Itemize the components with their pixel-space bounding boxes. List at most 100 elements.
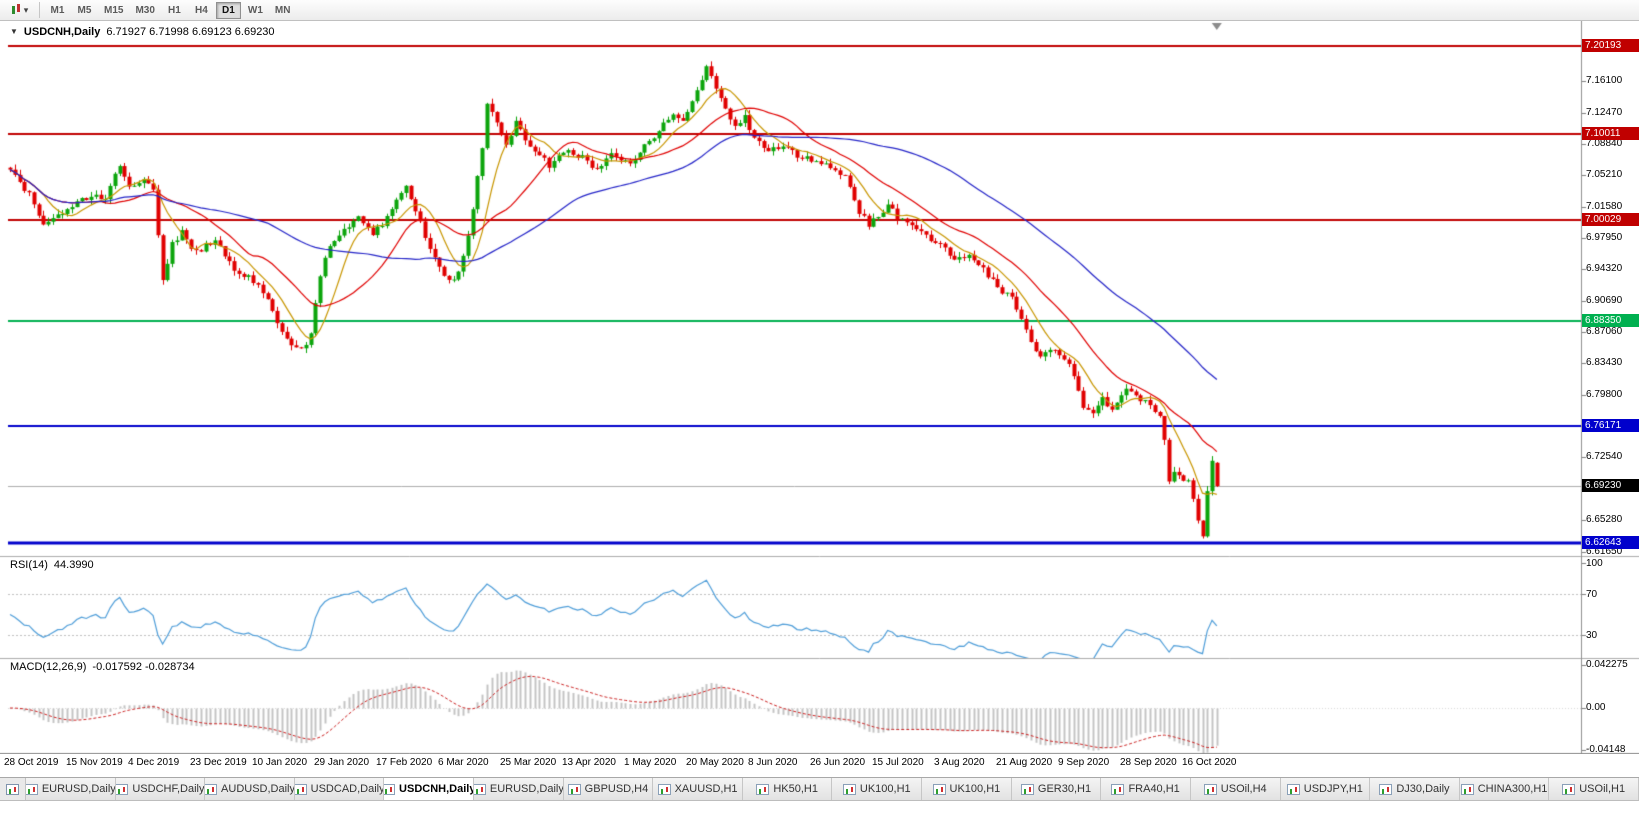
tab-chart-icon (756, 783, 770, 795)
macd-values: -0.017592 -0.028734 (92, 661, 195, 673)
chart-tab-gbpusd-h4[interactable]: GBPUSD,H4 (563, 778, 654, 800)
chart-tab-fra40-h1[interactable]: FRA40,H1 (1101, 778, 1191, 800)
chart-tab-usoil-h1[interactable]: USOil,H1 (1549, 778, 1639, 800)
chart-tab-xauusd-h1[interactable]: XAUUSD,H1 (653, 778, 743, 800)
chart-tab-uk100-h1[interactable]: UK100,H1 (832, 778, 923, 800)
price-axis-label: 7.08840 (1586, 138, 1623, 149)
tab-label: GER30,H1 (1037, 783, 1092, 795)
chart-tab-dj30-daily[interactable]: DJ30,Daily (1370, 778, 1460, 800)
date-axis-label: 28 Sep 2020 (1120, 757, 1177, 768)
tab-chart-icon (115, 783, 129, 795)
date-axis-label: 1 May 2020 (624, 757, 677, 768)
date-axis-label: 17 Feb 2020 (376, 757, 433, 768)
tab-label: USDJPY,H1 (1303, 783, 1363, 795)
timeframe-button-m5[interactable]: M5 (77, 4, 92, 16)
chart-tab-usdcnh-daily[interactable]: USDCNH,Daily (384, 778, 475, 800)
tab-chart-icon (1203, 783, 1217, 795)
tab-label: USOil,H4 (1220, 783, 1267, 795)
timeframe-button-m30[interactable]: M30 (135, 4, 155, 16)
tab-chart-icon (567, 783, 581, 795)
tab-label: DJ30,Daily (1396, 783, 1450, 795)
chart-tab-audusd-daily[interactable]: AUDUSD,Daily (205, 778, 295, 800)
price-axis-label: 6.87060 (1586, 326, 1623, 337)
timeframe-button-h4[interactable]: H4 (195, 4, 208, 16)
rsi-indicator-label: RSI(14) 44.3990 (10, 559, 100, 571)
tab-chart-icon (1111, 783, 1125, 795)
date-axis-label: 10 Jan 2020 (252, 757, 308, 768)
price-axis-label: 6.97950 (1586, 232, 1623, 243)
chart-tab-usdchf-daily[interactable]: USDCHF,Daily (115, 778, 206, 800)
chart-title: USDCNH,Daily 6.71927 6.71998 6.69123 6.6… (10, 26, 275, 38)
chart-tab-hk50-h1[interactable]: HK50,H1 (742, 778, 833, 800)
tab-chart-icon (1020, 783, 1034, 795)
tab-chart-icon (205, 783, 218, 795)
timeframe-toolbar: M1 M5 M15 M30 H1 H4 D1 W1 MN (0, 0, 1639, 21)
ohlc-quote-text: 6.71927 6.71998 6.69123 6.69230 (106, 26, 275, 38)
chart-tab-ger30-h1[interactable]: GER30,H1 (1011, 778, 1102, 800)
chart-tab-eurusd-daily[interactable]: EURUSD,Daily (26, 778, 116, 800)
tab-chart-icon (932, 783, 946, 795)
date-axis-label: 23 Dec 2019 (190, 757, 247, 768)
date-axis-label: 16 Oct 2020 (1182, 757, 1237, 768)
price-axis-label: 7.16100 (1586, 75, 1623, 86)
price-level-badge: 7.20193 (1582, 39, 1639, 52)
toolbar-separator (39, 2, 40, 18)
macd-axis-label: 0.00 (1586, 702, 1606, 713)
tab-label: USDCAD,Daily (310, 783, 385, 795)
date-axis-label: 15 Jul 2020 (872, 757, 924, 768)
timeframe-button-d1[interactable]: D1 (215, 1, 241, 19)
tab-label: EURUSD,Daily (489, 783, 564, 795)
tab-chart-icon (1379, 783, 1393, 795)
price-chart-canvas[interactable] (0, 21, 1639, 754)
macd-indicator-label: MACD(12,26,9) -0.017592 -0.028734 (10, 661, 201, 673)
tab-chart-icon (842, 783, 856, 795)
tab-label: GBPUSD,H4 (584, 783, 649, 795)
current-price-badge: 6.69230 (1582, 479, 1639, 492)
window-bottom-area (0, 802, 1639, 840)
date-axis-label: 21 Aug 2020 (996, 757, 1053, 768)
rsi-axis-label: 100 (1586, 558, 1603, 569)
price-level-badge: 7.00029 (1582, 213, 1639, 226)
tab-chart-icon (294, 783, 307, 795)
tab-label: AUDUSD,Daily (221, 783, 295, 795)
candlestick-chart-icon (10, 4, 22, 16)
tab-label: HK50,H1 (773, 783, 818, 795)
timeframe-button-w1[interactable]: W1 (247, 4, 263, 16)
price-axis-label: 6.90690 (1586, 295, 1623, 306)
macd-axis-label: 0.042275 (1586, 659, 1628, 670)
chart-tab-usdcad-daily[interactable]: USDCAD,Daily (294, 778, 385, 800)
rsi-axis-label: 30 (1586, 630, 1598, 641)
chart-type-dropdown-button[interactable] (3, 1, 35, 19)
macd-axis-label: -0.04148 (1586, 744, 1626, 755)
chart-tab-eurusd-daily[interactable]: EURUSD,Daily (474, 778, 564, 800)
timeframe-buttons-group: M1 M5 M15 M30 H1 H4 D1 W1 MN (44, 1, 296, 19)
tab-label: XAUUSD,H1 (674, 783, 738, 795)
tab-chart-icon (1460, 783, 1474, 795)
date-axis-label: 25 Mar 2020 (500, 757, 557, 768)
date-axis-label: 9 Sep 2020 (1058, 757, 1110, 768)
timeframe-button-m1[interactable]: M1 (50, 4, 65, 16)
chart-tab-usdjpy-h1[interactable]: USDJPY,H1 (1280, 778, 1371, 800)
macd-name: MACD(12,26,9) (10, 661, 87, 673)
timeframe-button-h1[interactable]: H1 (168, 4, 181, 16)
timeframe-button-mn[interactable]: MN (274, 4, 291, 16)
timeframe-button-m15[interactable]: M15 (104, 4, 124, 16)
collapse-arrow-icon[interactable] (10, 27, 18, 37)
price-axis-label: 7.01580 (1586, 201, 1623, 212)
price-level-badge: 6.76171 (1582, 419, 1639, 432)
charts-bar-menu-button[interactable] (0, 778, 26, 800)
chart-tab-usoil-h4[interactable]: USOil,H4 (1190, 778, 1281, 800)
tab-label: EURUSD,Daily (41, 783, 116, 795)
date-axis-label: 4 Dec 2019 (128, 757, 180, 768)
price-level-badge: 7.10011 (1582, 127, 1639, 140)
price-level-badge: 6.88350 (1582, 314, 1639, 327)
tab-label: USDCHF,Daily (132, 783, 205, 795)
date-axis-label: 8 Jun 2020 (748, 757, 798, 768)
tab-chart-icon (657, 783, 671, 795)
symbol-period-label: USDCNH,Daily (23, 26, 101, 38)
chart-tab-uk100-h1[interactable]: UK100,H1 (922, 778, 1012, 800)
date-axis-label: 20 May 2020 (686, 757, 744, 768)
chart-tab-china300-h1[interactable]: CHINA300,H1 (1459, 778, 1550, 800)
